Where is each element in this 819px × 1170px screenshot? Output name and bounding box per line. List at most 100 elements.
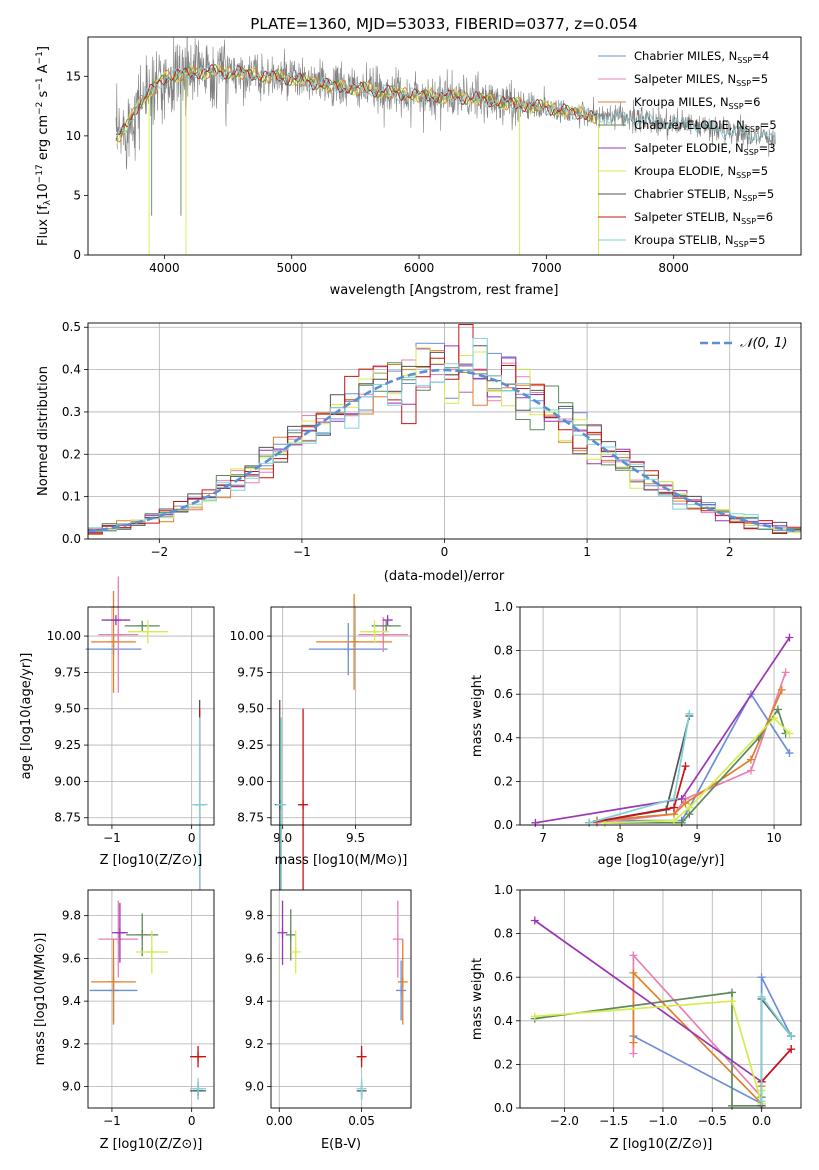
y-tick-label: 9.0 xyxy=(62,1080,81,1094)
data-point xyxy=(356,1051,367,1062)
y-tick-label: 0.2 xyxy=(494,1057,513,1071)
data-point xyxy=(113,629,124,640)
plot-background xyxy=(520,607,801,825)
x-tick-label: 6000 xyxy=(404,261,435,275)
legend-label: Kroupa STELIB, NSSP=5 xyxy=(634,233,765,249)
legend-label-sub: SSP xyxy=(742,194,757,203)
data-point xyxy=(757,973,766,982)
x-tick-label: 8000 xyxy=(658,261,689,275)
data-point xyxy=(785,633,794,642)
x-tick-label: 8 xyxy=(616,831,624,845)
x-tick-label: 9.5 xyxy=(346,831,365,845)
data-point xyxy=(585,818,594,827)
y-tick-label: 9.6 xyxy=(62,951,81,965)
y-tick-label: 9.8 xyxy=(245,909,264,923)
y-tick-label: 0.3 xyxy=(62,405,81,419)
legend-label: Salpeter MILES, NSSP=5 xyxy=(634,72,768,88)
spectrum-ylabel-c: 10 xyxy=(36,183,51,200)
x-tick-label: 1 xyxy=(583,545,591,559)
x-tick-label: 9.0 xyxy=(273,831,292,845)
y-tick-label: 0.2 xyxy=(62,447,81,461)
legend-label-value: =5 xyxy=(757,187,774,201)
mass-weight-line xyxy=(604,707,787,824)
legend-label-value: =6 xyxy=(744,95,761,109)
legend-label: Chabrier STELIB, NSSP=5 xyxy=(634,187,774,203)
data-point xyxy=(298,799,309,810)
data-point xyxy=(114,927,125,938)
legend-label-name: Kroupa ELODIE, N xyxy=(634,164,736,178)
plot-frame xyxy=(270,889,412,1109)
data-point xyxy=(669,803,678,812)
data-point xyxy=(757,1097,766,1106)
y-tick-label: 9.0 xyxy=(245,1080,264,1094)
plot-frame xyxy=(519,889,802,1109)
plot-frame xyxy=(87,889,215,1109)
x-tick-label: 7 xyxy=(539,831,547,845)
data-point xyxy=(369,626,380,637)
x-tick-label: 4000 xyxy=(149,261,180,275)
data-point xyxy=(194,799,205,810)
data-point xyxy=(681,799,690,808)
x-tick-label: −1 xyxy=(103,1114,121,1128)
data-point xyxy=(777,685,786,694)
spectrum-ylabel-b: λ xyxy=(43,199,53,205)
x-tick-label: 7000 xyxy=(531,261,562,275)
x-tick-label: −2 xyxy=(150,545,168,559)
legend-label-sub: SSP xyxy=(741,217,756,226)
plot-background xyxy=(88,607,214,825)
residual-histogram xyxy=(88,347,801,533)
legend-label: Chabrier ELODIE, NSSP=5 xyxy=(634,118,777,134)
plot-frame xyxy=(87,322,802,540)
y-tick-label: 0.8 xyxy=(494,644,513,658)
y-tick-label: 1.0 xyxy=(494,600,513,614)
legend-label-value: =6 xyxy=(756,210,773,224)
y-tick-label: 9.25 xyxy=(54,738,81,752)
data-point xyxy=(290,946,301,957)
data-point xyxy=(381,620,392,631)
x-tick-label: −0.5 xyxy=(698,1114,727,1128)
plot-frame xyxy=(87,36,802,256)
y-tick-label: 9.2 xyxy=(62,1037,81,1051)
y-tick-label: 0.4 xyxy=(494,1014,513,1028)
y-tick-label: 0.5 xyxy=(62,320,81,334)
data-point xyxy=(110,615,121,626)
legend-label-name: Kroupa MILES, N xyxy=(634,95,729,109)
y-tick-label: 0.1 xyxy=(62,490,81,504)
spectrum-xlabel: wavelength [Angstrom, rest frame] xyxy=(330,283,559,298)
data-point xyxy=(785,749,794,758)
data-point xyxy=(137,620,148,631)
spectrum-ylabel-d: −17 xyxy=(35,164,45,183)
y-tick-label: 0.8 xyxy=(494,927,513,941)
massweight-vs-age-xlabel: age [log10(age/yr)] xyxy=(598,853,725,868)
x-tick-label: 5000 xyxy=(276,261,307,275)
legend-label-value: =5 xyxy=(751,164,768,178)
legend-label-sub: SSP xyxy=(737,56,752,65)
legend-label-sub: SSP xyxy=(736,171,751,180)
x-tick-label: 0.00 xyxy=(266,1114,293,1128)
y-tick-label: 9.50 xyxy=(237,702,264,716)
data-point xyxy=(146,946,157,957)
mass-vs-Z-xlabel: Z [log10(Z/Z⊙)] xyxy=(100,1137,203,1152)
data-point xyxy=(356,1083,367,1094)
plot-frame xyxy=(270,606,412,826)
spectrum-model-line xyxy=(115,65,776,142)
data-point xyxy=(113,934,124,945)
data-point xyxy=(382,615,393,626)
mass-vs-Z-ylabel: mass [log10(M/M⊙)] xyxy=(33,933,48,1066)
legend-label: 𝒩(0, 1) xyxy=(740,336,787,351)
y-tick-label: 10 xyxy=(66,129,81,143)
plot-background xyxy=(271,607,411,825)
y-tick-label: 15 xyxy=(66,69,81,83)
residual-histogram xyxy=(88,337,801,532)
data-point xyxy=(677,818,686,827)
legend-label-name: Chabrier MILES, N xyxy=(634,49,737,63)
data-point xyxy=(629,951,638,960)
legend-label-name: Salpeter ELODIE, N xyxy=(634,141,744,155)
y-tick-label: 5 xyxy=(73,188,81,202)
data-point xyxy=(787,1032,796,1041)
data-point xyxy=(773,705,782,714)
spectrum-plot-area: 4000 5000 6000 7000 8000 0 5 10 15 Chabrier MILES… xyxy=(66,36,802,275)
age-vs-Z-xlabel: Z [log10(Z/Z⊙)] xyxy=(100,853,203,868)
data-point xyxy=(727,997,736,1006)
data-point xyxy=(285,929,296,940)
